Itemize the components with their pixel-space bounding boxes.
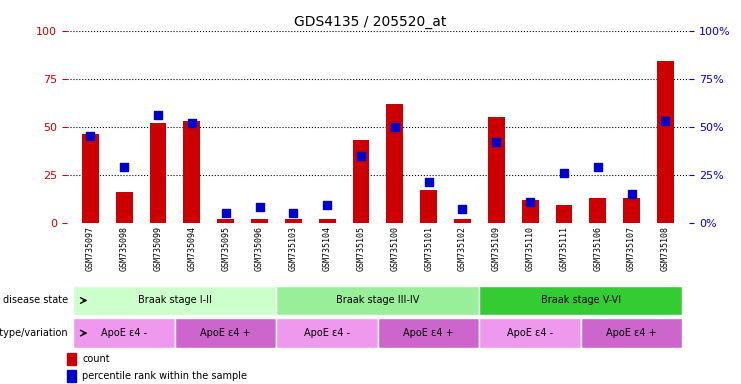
Text: GSM735096: GSM735096: [255, 226, 264, 271]
FancyBboxPatch shape: [479, 318, 581, 348]
Point: [456, 206, 468, 212]
Text: GSM735108: GSM735108: [661, 226, 670, 271]
Point: [659, 118, 671, 124]
Text: count: count: [82, 354, 110, 364]
Point: [288, 210, 299, 216]
Text: ApoE ε4 +: ApoE ε4 +: [403, 328, 454, 338]
Bar: [386, 104, 403, 223]
Point: [84, 133, 96, 139]
Bar: [522, 200, 539, 223]
Point: [119, 164, 130, 170]
Bar: [217, 219, 234, 223]
Text: GSM735103: GSM735103: [289, 226, 298, 271]
Bar: [556, 205, 573, 223]
Bar: [454, 219, 471, 223]
FancyBboxPatch shape: [479, 286, 682, 315]
Bar: [67, 370, 76, 382]
Text: GSM735107: GSM735107: [627, 226, 636, 271]
Text: ApoE ε4 +: ApoE ε4 +: [606, 328, 657, 338]
Text: GSM735098: GSM735098: [120, 226, 129, 271]
FancyBboxPatch shape: [73, 286, 276, 315]
Text: GSM735110: GSM735110: [525, 226, 535, 271]
Text: GSM735097: GSM735097: [86, 226, 95, 271]
Bar: [150, 123, 167, 223]
Text: GSM735104: GSM735104: [322, 226, 332, 271]
Bar: [82, 134, 99, 223]
Bar: [67, 353, 76, 365]
Text: GDS4135 / 205520_at: GDS4135 / 205520_at: [294, 15, 447, 29]
Point: [322, 202, 333, 209]
Point: [152, 112, 164, 118]
Bar: [116, 192, 133, 223]
FancyBboxPatch shape: [378, 318, 479, 348]
Bar: [285, 219, 302, 223]
Bar: [319, 219, 336, 223]
Bar: [657, 61, 674, 223]
Bar: [420, 190, 437, 223]
Text: percentile rank within the sample: percentile rank within the sample: [82, 371, 247, 381]
FancyBboxPatch shape: [73, 318, 175, 348]
Bar: [184, 121, 200, 223]
Text: ApoE ε4 +: ApoE ε4 +: [200, 328, 251, 338]
Text: Braak stage V-VI: Braak stage V-VI: [541, 295, 621, 306]
Point: [355, 152, 367, 159]
FancyBboxPatch shape: [175, 318, 276, 348]
Point: [524, 199, 536, 205]
FancyBboxPatch shape: [276, 318, 378, 348]
Text: GSM735111: GSM735111: [559, 226, 568, 271]
Bar: [488, 117, 505, 223]
Text: GSM735106: GSM735106: [594, 226, 602, 271]
FancyBboxPatch shape: [581, 318, 682, 348]
Text: ApoE ε4 -: ApoE ε4 -: [101, 328, 147, 338]
Text: GSM735102: GSM735102: [458, 226, 467, 271]
Bar: [353, 140, 370, 223]
Text: Braak stage I-II: Braak stage I-II: [138, 295, 212, 306]
Text: GSM735105: GSM735105: [356, 226, 365, 271]
Point: [389, 124, 401, 130]
Text: GSM735099: GSM735099: [153, 226, 162, 271]
Text: GSM735094: GSM735094: [187, 226, 196, 271]
Point: [592, 164, 604, 170]
Point: [625, 191, 637, 197]
Text: GSM735101: GSM735101: [424, 226, 433, 271]
Text: ApoE ε4 -: ApoE ε4 -: [304, 328, 350, 338]
Text: genotype/variation: genotype/variation: [0, 328, 68, 338]
Bar: [589, 198, 606, 223]
Point: [253, 204, 265, 210]
Point: [186, 120, 198, 126]
Text: disease state: disease state: [3, 295, 68, 306]
FancyBboxPatch shape: [276, 286, 479, 315]
Bar: [251, 219, 268, 223]
Text: GSM735109: GSM735109: [492, 226, 501, 271]
Point: [558, 170, 570, 176]
Text: Braak stage III-IV: Braak stage III-IV: [336, 295, 419, 306]
Point: [220, 210, 232, 216]
Bar: [623, 198, 640, 223]
Text: GSM735095: GSM735095: [221, 226, 230, 271]
Text: ApoE ε4 -: ApoE ε4 -: [507, 328, 554, 338]
Point: [422, 179, 434, 185]
Point: [491, 139, 502, 145]
Text: GSM735100: GSM735100: [391, 226, 399, 271]
